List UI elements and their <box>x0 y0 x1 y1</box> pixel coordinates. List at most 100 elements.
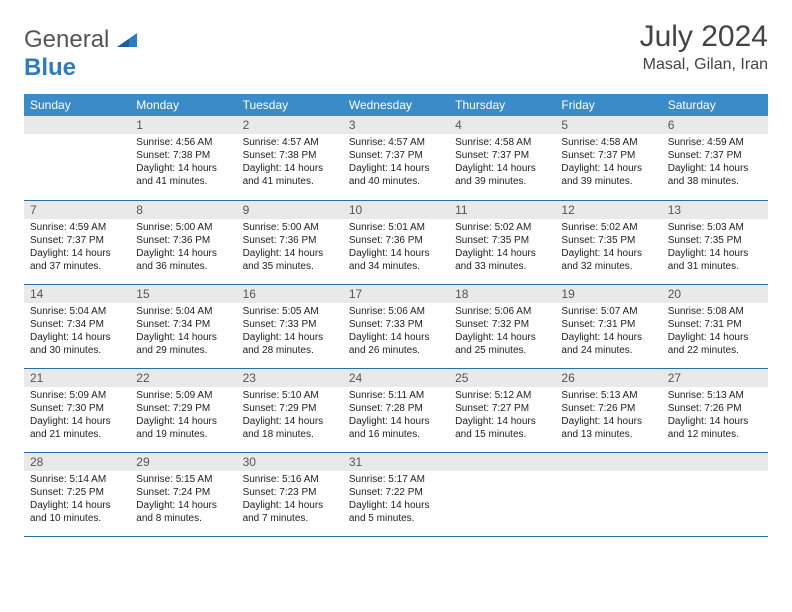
day-details: Sunrise: 4:58 AMSunset: 7:37 PMDaylight:… <box>555 134 661 192</box>
calendar-body: 1Sunrise: 4:56 AMSunset: 7:38 PMDaylight… <box>24 116 768 536</box>
weekday-header-row: Sunday Monday Tuesday Wednesday Thursday… <box>24 94 768 116</box>
day-details: Sunrise: 5:09 AMSunset: 7:30 PMDaylight:… <box>24 387 130 445</box>
calendar-day-cell: 14Sunrise: 5:04 AMSunset: 7:34 PMDayligh… <box>24 284 130 368</box>
day-details: Sunrise: 5:02 AMSunset: 7:35 PMDaylight:… <box>555 219 661 277</box>
calendar-day-cell: 24Sunrise: 5:11 AMSunset: 7:28 PMDayligh… <box>343 368 449 452</box>
calendar-day-cell: 3Sunrise: 4:57 AMSunset: 7:37 PMDaylight… <box>343 116 449 200</box>
day-details: Sunrise: 5:14 AMSunset: 7:25 PMDaylight:… <box>24 471 130 529</box>
calendar-day-cell: 26Sunrise: 5:13 AMSunset: 7:26 PMDayligh… <box>555 368 661 452</box>
calendar-day-cell: 23Sunrise: 5:10 AMSunset: 7:29 PMDayligh… <box>237 368 343 452</box>
calendar-day-cell: 5Sunrise: 4:58 AMSunset: 7:37 PMDaylight… <box>555 116 661 200</box>
day-details: Sunrise: 5:06 AMSunset: 7:32 PMDaylight:… <box>449 303 555 361</box>
location: Masal, Gilan, Iran <box>640 56 768 74</box>
day-number: 17 <box>343 285 449 303</box>
weekday-header: Tuesday <box>237 94 343 116</box>
calendar-day-cell: 15Sunrise: 5:04 AMSunset: 7:34 PMDayligh… <box>130 284 236 368</box>
calendar-day-cell: 2Sunrise: 4:57 AMSunset: 7:38 PMDaylight… <box>237 116 343 200</box>
header: General Blue July 2024 Masal, Gilan, Ira… <box>24 20 768 82</box>
brand-text: General Blue <box>24 26 137 82</box>
day-number: 28 <box>24 453 130 471</box>
day-details: Sunrise: 5:15 AMSunset: 7:24 PMDaylight:… <box>130 471 236 529</box>
calendar-day-cell: 29Sunrise: 5:15 AMSunset: 7:24 PMDayligh… <box>130 452 236 536</box>
day-number: 10 <box>343 201 449 219</box>
day-number: 12 <box>555 201 661 219</box>
day-number: 19 <box>555 285 661 303</box>
day-details: Sunrise: 5:07 AMSunset: 7:31 PMDaylight:… <box>555 303 661 361</box>
day-details: Sunrise: 5:00 AMSunset: 7:36 PMDaylight:… <box>237 219 343 277</box>
day-number: 27 <box>662 369 768 387</box>
day-details: Sunrise: 5:08 AMSunset: 7:31 PMDaylight:… <box>662 303 768 361</box>
day-details: Sunrise: 5:04 AMSunset: 7:34 PMDaylight:… <box>130 303 236 361</box>
day-details: Sunrise: 5:01 AMSunset: 7:36 PMDaylight:… <box>343 219 449 277</box>
day-details: Sunrise: 5:13 AMSunset: 7:26 PMDaylight:… <box>555 387 661 445</box>
day-number: 1 <box>130 116 236 134</box>
day-number: 2 <box>237 116 343 134</box>
calendar-week-row: 14Sunrise: 5:04 AMSunset: 7:34 PMDayligh… <box>24 284 768 368</box>
calendar-day-cell: 11Sunrise: 5:02 AMSunset: 7:35 PMDayligh… <box>449 200 555 284</box>
weekday-header: Friday <box>555 94 661 116</box>
calendar-day-cell: 22Sunrise: 5:09 AMSunset: 7:29 PMDayligh… <box>130 368 236 452</box>
calendar-page: General Blue July 2024 Masal, Gilan, Ira… <box>0 0 792 557</box>
day-details: Sunrise: 4:59 AMSunset: 7:37 PMDaylight:… <box>24 219 130 277</box>
day-details: Sunrise: 5:03 AMSunset: 7:35 PMDaylight:… <box>662 219 768 277</box>
calendar-day-cell <box>662 452 768 536</box>
calendar-day-cell <box>449 452 555 536</box>
calendar-day-cell: 17Sunrise: 5:06 AMSunset: 7:33 PMDayligh… <box>343 284 449 368</box>
calendar-day-cell: 18Sunrise: 5:06 AMSunset: 7:32 PMDayligh… <box>449 284 555 368</box>
day-details: Sunrise: 5:10 AMSunset: 7:29 PMDaylight:… <box>237 387 343 445</box>
month-title: July 2024 <box>640 20 768 54</box>
calendar-week-row: 7Sunrise: 4:59 AMSunset: 7:37 PMDaylight… <box>24 200 768 284</box>
weekday-header: Monday <box>130 94 236 116</box>
calendar-day-cell: 8Sunrise: 5:00 AMSunset: 7:36 PMDaylight… <box>130 200 236 284</box>
day-number: 8 <box>130 201 236 219</box>
calendar-day-cell: 13Sunrise: 5:03 AMSunset: 7:35 PMDayligh… <box>662 200 768 284</box>
day-number: 11 <box>449 201 555 219</box>
calendar-day-cell: 27Sunrise: 5:13 AMSunset: 7:26 PMDayligh… <box>662 368 768 452</box>
day-details: Sunrise: 5:04 AMSunset: 7:34 PMDaylight:… <box>24 303 130 361</box>
day-number: 13 <box>662 201 768 219</box>
day-number: 5 <box>555 116 661 134</box>
day-details: Sunrise: 5:17 AMSunset: 7:22 PMDaylight:… <box>343 471 449 529</box>
calendar-day-cell: 9Sunrise: 5:00 AMSunset: 7:36 PMDaylight… <box>237 200 343 284</box>
day-number: 30 <box>237 453 343 471</box>
day-number: 9 <box>237 201 343 219</box>
day-number: 6 <box>662 116 768 134</box>
day-number: 22 <box>130 369 236 387</box>
calendar-day-cell: 25Sunrise: 5:12 AMSunset: 7:27 PMDayligh… <box>449 368 555 452</box>
day-details: Sunrise: 4:57 AMSunset: 7:38 PMDaylight:… <box>237 134 343 192</box>
day-number: 15 <box>130 285 236 303</box>
day-number: 26 <box>555 369 661 387</box>
calendar-day-cell <box>555 452 661 536</box>
day-details: Sunrise: 5:13 AMSunset: 7:26 PMDaylight:… <box>662 387 768 445</box>
calendar-day-cell: 21Sunrise: 5:09 AMSunset: 7:30 PMDayligh… <box>24 368 130 452</box>
day-number: 20 <box>662 285 768 303</box>
weekday-header: Thursday <box>449 94 555 116</box>
day-details: Sunrise: 5:02 AMSunset: 7:35 PMDaylight:… <box>449 219 555 277</box>
calendar-day-cell: 4Sunrise: 4:58 AMSunset: 7:37 PMDaylight… <box>449 116 555 200</box>
day-number: 21 <box>24 369 130 387</box>
day-number: 23 <box>237 369 343 387</box>
day-details: Sunrise: 4:59 AMSunset: 7:37 PMDaylight:… <box>662 134 768 192</box>
day-details: Sunrise: 5:05 AMSunset: 7:33 PMDaylight:… <box>237 303 343 361</box>
weekday-header: Wednesday <box>343 94 449 116</box>
title-block: July 2024 Masal, Gilan, Iran <box>640 20 768 74</box>
brand-logo: General Blue <box>24 26 137 82</box>
day-details: Sunrise: 5:00 AMSunset: 7:36 PMDaylight:… <box>130 219 236 277</box>
calendar-day-cell <box>24 116 130 200</box>
calendar-week-row: 1Sunrise: 4:56 AMSunset: 7:38 PMDaylight… <box>24 116 768 200</box>
brand-part2: Blue <box>24 54 76 81</box>
weekday-header: Saturday <box>662 94 768 116</box>
day-number: 4 <box>449 116 555 134</box>
calendar-day-cell: 30Sunrise: 5:16 AMSunset: 7:23 PMDayligh… <box>237 452 343 536</box>
weekday-header: Sunday <box>24 94 130 116</box>
calendar-day-cell: 20Sunrise: 5:08 AMSunset: 7:31 PMDayligh… <box>662 284 768 368</box>
day-number: 18 <box>449 285 555 303</box>
day-number: 31 <box>343 453 449 471</box>
brand-triangle-icon <box>117 26 137 40</box>
calendar-day-cell: 12Sunrise: 5:02 AMSunset: 7:35 PMDayligh… <box>555 200 661 284</box>
day-details: Sunrise: 4:56 AMSunset: 7:38 PMDaylight:… <box>130 134 236 192</box>
calendar-day-cell: 31Sunrise: 5:17 AMSunset: 7:22 PMDayligh… <box>343 452 449 536</box>
calendar-week-row: 28Sunrise: 5:14 AMSunset: 7:25 PMDayligh… <box>24 452 768 536</box>
calendar-day-cell: 6Sunrise: 4:59 AMSunset: 7:37 PMDaylight… <box>662 116 768 200</box>
day-number: 7 <box>24 201 130 219</box>
